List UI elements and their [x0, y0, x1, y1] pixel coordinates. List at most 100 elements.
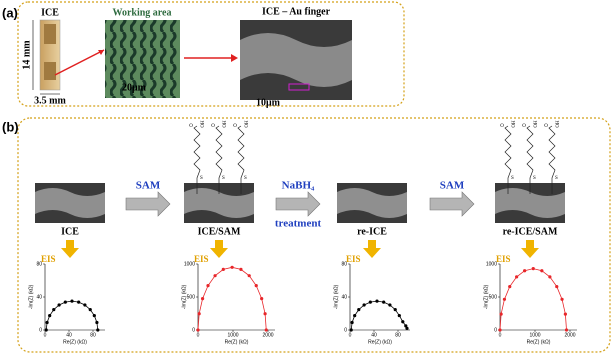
hydroxyl-label: OH — [556, 120, 561, 128]
y-tick-label: 1000 — [486, 261, 497, 267]
sem-marker — [288, 83, 310, 91]
down-arrow — [210, 240, 228, 258]
data-line — [499, 268, 567, 331]
arrow-label: SAM — [136, 180, 161, 192]
data-point — [401, 320, 405, 324]
carbonyl-label: O — [233, 124, 237, 129]
data-point — [548, 275, 552, 279]
y-axis-label: -Im(Z) (kΩ) — [28, 284, 34, 309]
data-point — [52, 308, 56, 312]
sam-chain — [215, 125, 223, 194]
x-tick-label: 1000 — [227, 332, 238, 338]
data-point — [531, 267, 535, 271]
data-point — [563, 312, 567, 316]
data-point — [221, 267, 225, 272]
data-point — [397, 313, 401, 318]
data-point — [197, 312, 201, 316]
chip-width: 3.5 mm — [34, 95, 66, 106]
data-point — [499, 312, 503, 316]
stage-label: re-ICE/SAM — [503, 226, 558, 237]
x-tick-label: 80 — [395, 332, 401, 338]
stage-label: ICE — [61, 226, 79, 237]
data-line — [45, 300, 99, 331]
electrode-gap — [184, 188, 254, 218]
scale-label: 10μm — [256, 97, 281, 108]
x-axis-label: Re(Z) (kΩ) — [63, 339, 87, 345]
scale-label: 20μm — [122, 82, 147, 93]
data-point — [498, 328, 502, 332]
y-tick-label: 40 — [341, 294, 347, 300]
sulfur-label: S — [200, 176, 203, 181]
sulfur-label: S — [555, 176, 558, 181]
y-axis-label: -Im(Z) (kΩ) — [181, 284, 187, 309]
data-point — [230, 265, 234, 269]
y-tick-label: 500 — [489, 294, 498, 300]
data-point — [206, 284, 210, 288]
panel-a-border — [17, 1, 405, 107]
sam-chain — [526, 125, 534, 194]
process-arrow — [275, 191, 321, 217]
data-point — [57, 303, 61, 307]
data-point — [247, 274, 251, 278]
chip-contact — [44, 62, 56, 80]
hydroxyl-label: OH — [512, 120, 517, 128]
y-tick-label: 0 — [344, 327, 347, 333]
arrow-head — [98, 50, 104, 55]
working-area-image — [105, 20, 180, 98]
data-point — [375, 299, 379, 303]
x-tick-label: 0 — [499, 332, 502, 338]
sulfur-label: S — [511, 176, 514, 181]
carbonyl-label: O — [522, 124, 526, 129]
data-point — [45, 320, 49, 325]
data-point — [70, 299, 74, 303]
data-point — [382, 300, 386, 304]
y-tick-label: 0 — [39, 327, 42, 333]
data-point — [83, 303, 87, 307]
axis-frame — [349, 264, 410, 331]
data-point — [239, 267, 243, 272]
sam-chain — [504, 125, 512, 194]
data-line — [197, 266, 267, 331]
stage-label: ICE/SAM — [198, 226, 241, 237]
chip-label: ICE — [41, 7, 59, 18]
x-axis-label: Re(Z) (kΩ) — [527, 339, 551, 345]
data-point — [362, 303, 366, 307]
data-point — [564, 328, 569, 332]
y-tick-label: 80 — [341, 261, 347, 267]
sulfur-label: S — [533, 176, 536, 181]
data-point — [264, 328, 268, 332]
x-tick-label: 0 — [44, 332, 47, 338]
data-point — [368, 300, 372, 304]
electrode-gap — [495, 188, 565, 218]
y-axis-label: -Im(Z) (kΩ) — [333, 284, 339, 309]
data-point — [44, 328, 48, 332]
down-arrow — [521, 240, 539, 258]
sem-label: ICE – Au finger — [262, 6, 331, 17]
process-arrow — [429, 191, 475, 217]
data-point — [260, 297, 264, 301]
axis-frame — [197, 264, 275, 331]
data-point — [88, 308, 92, 312]
data-point — [96, 328, 100, 332]
data-point — [404, 324, 408, 328]
data-point — [77, 300, 81, 304]
arrow-label: SAM — [440, 180, 465, 192]
y-tick-label: 80 — [36, 261, 42, 267]
data-point — [92, 313, 96, 318]
eis-label: EIS — [346, 254, 361, 264]
data-point — [63, 300, 67, 304]
data-point — [213, 274, 217, 278]
carbonyl-label: O — [500, 124, 504, 129]
eis-label: EIS — [41, 254, 56, 264]
data-point — [388, 303, 392, 307]
sam-chain — [193, 125, 201, 194]
data-point — [357, 308, 361, 312]
y-tick-label: 40 — [36, 294, 42, 300]
arrow-label: treatment — [275, 218, 322, 230]
hydroxyl-label: OH — [534, 120, 539, 128]
data-point — [48, 313, 52, 318]
panel-label: (b) — [2, 119, 19, 134]
eis-label: EIS — [496, 254, 511, 264]
hydroxyl-label: OH — [223, 120, 228, 128]
carbonyl-label: O — [211, 124, 215, 129]
